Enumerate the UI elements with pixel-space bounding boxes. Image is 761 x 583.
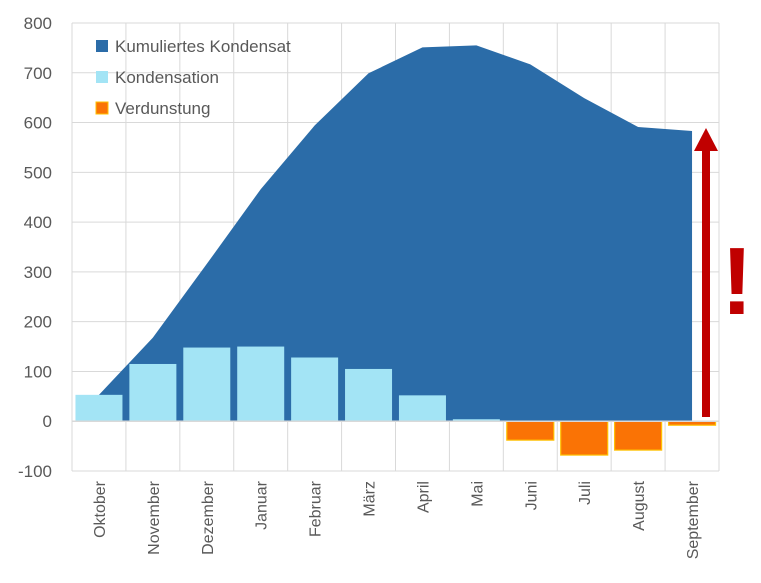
y-tick-label: 300 (24, 263, 52, 282)
exclamation-mark: ! (721, 228, 753, 335)
x-tick-label: September (685, 480, 702, 559)
bar-kondensation (183, 347, 231, 422)
bar-kondensation (75, 394, 123, 422)
x-tick-label: Mai (469, 481, 486, 507)
y-tick-label: 500 (24, 163, 52, 182)
x-tick-label: August (631, 480, 648, 530)
y-tick-label: 600 (24, 114, 52, 133)
bar-kondensation (237, 346, 285, 422)
x-tick-label: April (415, 481, 432, 513)
bar-kondensation (129, 363, 177, 422)
bar-kondensation (398, 395, 446, 422)
bar-kondensation (291, 357, 339, 422)
area-kumuliertes-kondensat (98, 45, 693, 422)
x-tick-label: Februar (308, 480, 325, 537)
bar-kondensation (345, 368, 393, 422)
y-tick-label: 0 (43, 412, 52, 431)
x-tick-label: Oktober (92, 480, 109, 538)
legend-swatch (96, 40, 108, 52)
legend-swatch (96, 71, 108, 83)
y-tick-label: 200 (24, 313, 52, 332)
x-tick-label: Januar (254, 480, 271, 530)
x-tick-label: März (362, 481, 379, 517)
y-tick-label: 800 (24, 14, 52, 33)
legend-label: Kumuliertes Kondensat (115, 37, 291, 56)
y-tick-label: -100 (18, 462, 52, 481)
bar-verdunstung (614, 420, 663, 451)
y-tick-label: 100 (24, 362, 52, 381)
legend-label: Verdunstung (115, 99, 210, 118)
y-tick-label: 400 (24, 213, 52, 232)
bar-verdunstung (506, 420, 555, 441)
legend-label: Kondensation (115, 68, 219, 87)
x-tick-label: November (146, 480, 163, 554)
x-tick-label: Dezember (200, 480, 217, 554)
bar-kondensation (452, 419, 500, 422)
bar-verdunstung (560, 420, 609, 456)
y-tick-label: 700 (24, 64, 52, 83)
x-tick-label: Juni (523, 481, 540, 510)
arrow-annotation (702, 150, 710, 417)
arrow-head-icon (694, 128, 718, 151)
x-tick-label: Juli (577, 481, 594, 505)
legend-swatch (95, 101, 109, 115)
